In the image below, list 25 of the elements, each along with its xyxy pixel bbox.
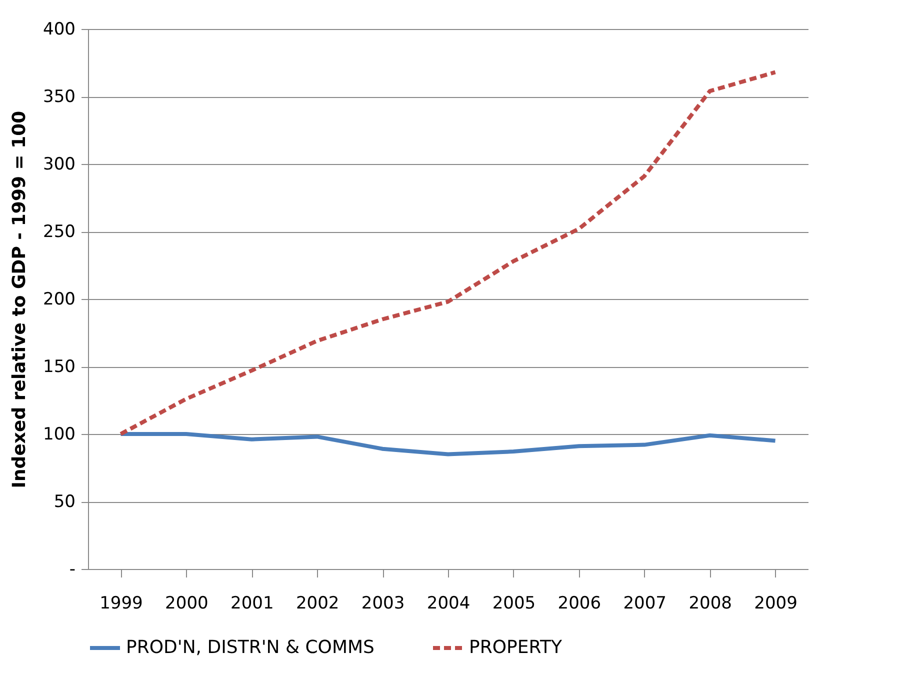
x-tick-label: 2007 (623, 594, 666, 614)
x-tick-label: 2008 (688, 594, 732, 614)
x-tick-label: 2009 (754, 594, 798, 614)
x-tick-label: 2005 (492, 594, 536, 614)
y-tick-label: 350 (43, 87, 76, 107)
y-tick-label: 200 (43, 290, 76, 310)
x-tick-label: 2002 (296, 594, 340, 614)
x-tick-label: 2004 (426, 594, 470, 614)
y-tick-label: 150 (43, 357, 76, 377)
x-tick-label: 2001 (230, 594, 274, 614)
legend-label: PROPERTY (469, 637, 563, 658)
y-tick-label: 250 (43, 222, 76, 242)
y-tick-label: 400 (43, 20, 76, 40)
line-series (118, 70, 778, 436)
x-tick-label: 2006 (558, 594, 602, 614)
line-series (118, 432, 778, 456)
x-tick-label: 2003 (361, 594, 405, 614)
y-tick-label: 300 (43, 154, 76, 174)
y-tick-label: - (69, 560, 76, 580)
legend-label: PROD'N, DISTR'N & COMMS (126, 637, 374, 658)
y-tick-label: 100 (43, 424, 76, 444)
x-tick-label: 1999 (100, 594, 143, 614)
x-tick-label: 2000 (165, 594, 208, 614)
y-axis-title: Indexed relative to GDP - 1999 = 100 (9, 110, 30, 488)
y-tick-label: 50 (54, 492, 76, 512)
